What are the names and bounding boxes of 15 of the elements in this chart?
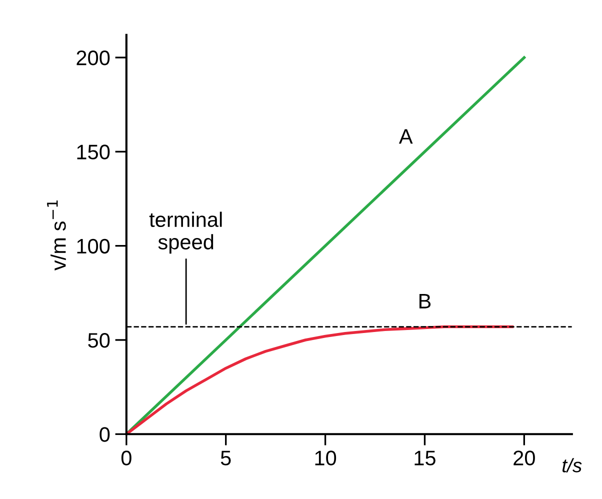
y-tick-label: 200	[76, 50, 110, 66]
y-tick-label: 100	[77, 238, 110, 254]
x-tick-label: 20	[514, 450, 535, 466]
x-tick-label: 5	[220, 450, 231, 466]
series-label: B	[419, 294, 431, 308]
y-axis-title: v/m s$^{−1}$	[47, 200, 66, 270]
series-label: A	[398, 129, 413, 144]
x-axis-title: t/s	[562, 458, 582, 472]
x-tick-label: 0	[121, 450, 132, 466]
x-tick-label: 15	[414, 450, 436, 466]
ref-line-label: terminal speed	[149, 212, 222, 254]
y-tick-label: 150	[77, 144, 110, 160]
y-tick-label: 0	[100, 427, 110, 442]
y-tick-label: 50	[88, 332, 110, 348]
x-tick-label: 10	[315, 450, 336, 466]
